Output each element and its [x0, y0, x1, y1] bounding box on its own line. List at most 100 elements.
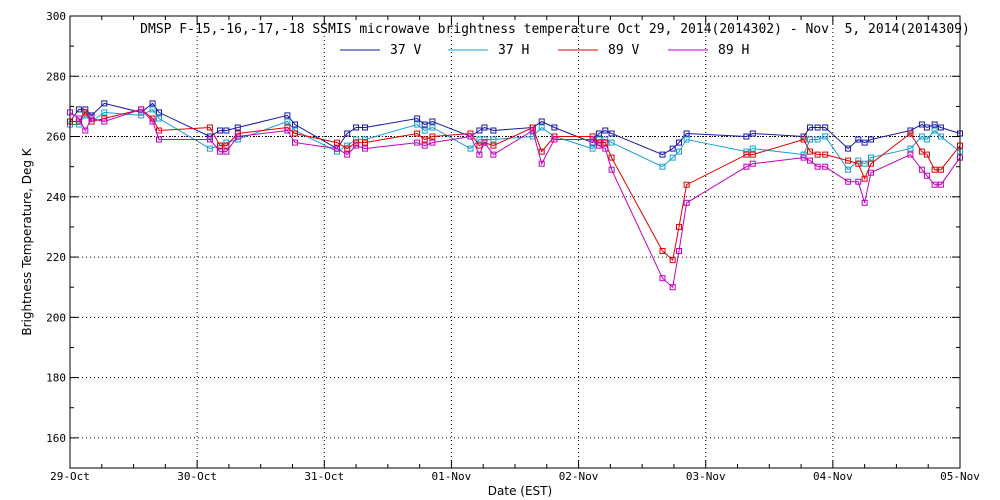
data-point-89h [602, 145, 609, 152]
data-point-89h [807, 157, 813, 164]
data-point-89v [217, 142, 223, 149]
data-point-37h [149, 106, 156, 113]
data-point-89h [845, 178, 852, 185]
legend-label-37h: 37 H [498, 43, 529, 58]
data-point-37v [88, 112, 95, 119]
data-point-89h [467, 133, 474, 140]
data-point-37h [749, 145, 756, 152]
legend-label-89v: 89 V [608, 43, 639, 58]
data-point-89h [82, 127, 89, 134]
legend-label-89h: 89 H [718, 43, 749, 58]
y-tick-label: 240 [46, 191, 66, 204]
data-point-89h [855, 178, 862, 185]
data-point-37h [421, 127, 428, 134]
data-point-37h [861, 160, 868, 167]
data-point-37v [676, 139, 682, 146]
data-point-89h [683, 199, 690, 206]
data-point-89h [861, 199, 868, 206]
data-point-89h [481, 139, 488, 146]
data-point-37h [608, 139, 615, 146]
data-point-89h [476, 151, 483, 158]
data-point-89h [138, 106, 145, 113]
data-point-89v [602, 139, 609, 146]
data-point-89h [676, 248, 682, 254]
y-tick-label: 260 [46, 131, 66, 144]
series-37h [67, 106, 963, 173]
data-point-89v [861, 175, 868, 182]
data-point-37v [421, 121, 428, 128]
data-point-37h [206, 145, 213, 152]
y-tick-label: 220 [46, 251, 66, 264]
data-point-89h [421, 142, 428, 149]
data-point-37v [344, 130, 351, 137]
data-point-89h [538, 160, 545, 167]
data-point-89h [529, 127, 536, 134]
data-point-37v [538, 118, 545, 125]
data-point-89v [743, 151, 750, 158]
data-point-89h [868, 169, 874, 176]
x-tick-label: 05-Nov [940, 470, 980, 483]
x-tick-label: 31-Oct [304, 470, 344, 483]
data-point-89h [429, 139, 436, 146]
data-point-37h [156, 115, 162, 122]
data-point-89h [749, 160, 756, 167]
x-axis-label: Date (EST) [488, 484, 552, 498]
data-point-37h [429, 124, 436, 131]
y-tick-label: 180 [46, 372, 66, 385]
data-point-89v [608, 154, 615, 161]
data-point-89h [659, 275, 666, 282]
data-point-89v [676, 223, 682, 230]
data-point-89v [807, 148, 813, 155]
data-point-89h [234, 133, 241, 140]
data-point-37h [868, 154, 874, 161]
data-point-89h [923, 172, 930, 179]
data-point-37v [223, 127, 230, 134]
data-point-37h [676, 148, 682, 155]
data-point-37v [931, 121, 938, 128]
data-point-37h [284, 118, 291, 125]
x-tick-label: 29-Oct [50, 470, 90, 483]
data-point-37h [602, 136, 609, 143]
x-tick-label: 03-Nov [686, 470, 726, 483]
data-point-37h [937, 133, 944, 140]
data-point-37v [608, 130, 615, 137]
data-point-37v [149, 100, 156, 107]
y-tick-label: 280 [46, 70, 66, 83]
data-point-37h [353, 136, 360, 143]
data-point-89v [800, 136, 807, 143]
data-point-89h [362, 145, 368, 152]
data-point-89h [589, 136, 596, 143]
data-point-37h [683, 136, 690, 143]
data-point-89v [223, 142, 230, 149]
data-point-89v [868, 160, 874, 167]
data-point-89h [743, 163, 750, 170]
data-point-37h [845, 166, 852, 173]
data-point-37v [749, 130, 756, 137]
data-point-89v [206, 124, 213, 131]
data-point-89v [855, 160, 862, 167]
data-point-89h [217, 148, 223, 155]
data-point-89h [353, 142, 360, 149]
y-tick-label: 200 [46, 311, 66, 324]
data-point-89h [918, 166, 925, 173]
data-point-37v [595, 130, 602, 137]
data-point-37v [855, 136, 862, 143]
data-point-89v [538, 148, 545, 155]
data-point-37h [822, 133, 829, 140]
data-point-89v [814, 151, 821, 158]
data-point-89v [822, 151, 829, 158]
data-point-37v [353, 124, 360, 131]
data-point-37v [868, 136, 874, 143]
series-line-89h [69, 108, 961, 289]
data-point-37v [551, 124, 558, 131]
data-point-89h [822, 163, 829, 170]
y-tick-label: 300 [46, 10, 66, 23]
data-point-37v [923, 124, 930, 131]
data-point-89h [490, 151, 497, 158]
data-point-89h [608, 166, 615, 173]
data-point-89h [101, 118, 108, 125]
data-point-37v [659, 151, 666, 158]
data-point-89h [206, 136, 213, 143]
data-point-37h [138, 112, 145, 119]
